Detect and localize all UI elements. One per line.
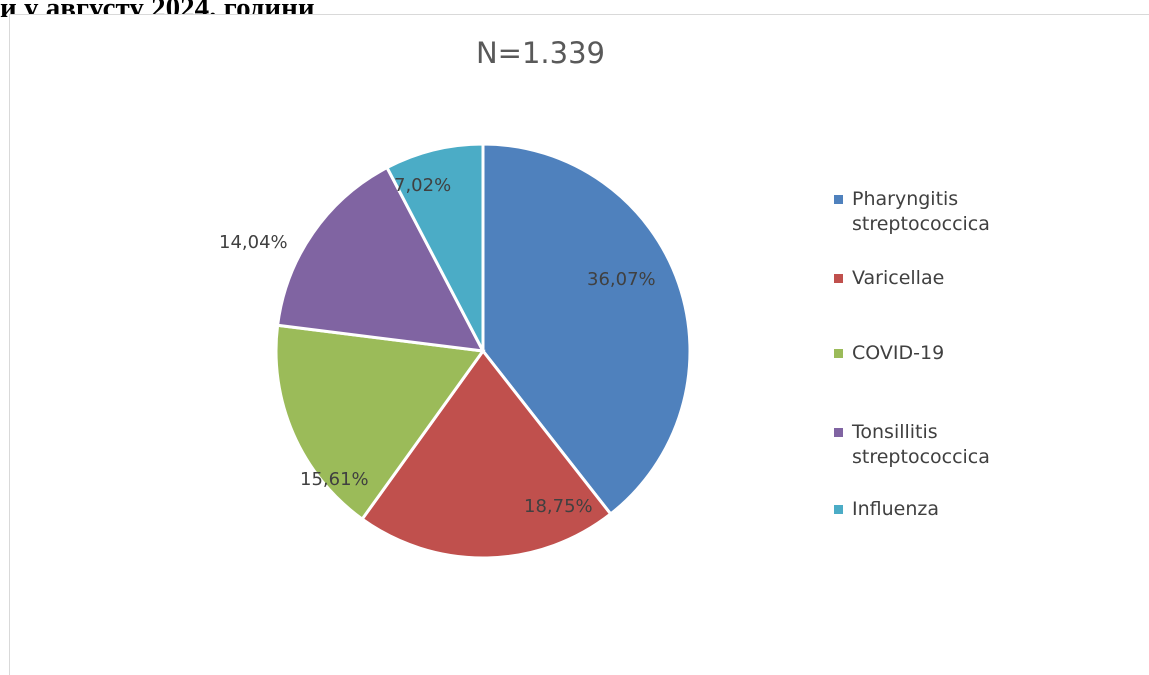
data-label-tonsillitis: 14,04% xyxy=(219,232,288,253)
legend-swatch-pharyngitis xyxy=(834,195,843,204)
data-label-influenza: 7,02% xyxy=(394,175,452,196)
pie-slice-covid[interactable] xyxy=(274,323,486,522)
legend-item-tonsillitis[interactable]: Tonsillitis streptococcica xyxy=(834,420,1034,470)
legend-swatch-tonsillitis xyxy=(834,428,843,437)
legend-label-tonsillitis: Tonsillitis streptococcica xyxy=(852,421,990,468)
pie-slice-tonsillitis[interactable] xyxy=(275,165,486,353)
legend-label-influenza: Influenza xyxy=(852,498,940,520)
legend-label-pharyngitis: Pharyngitis streptococcica xyxy=(852,188,990,235)
legend-item-influenza[interactable]: Influenza xyxy=(834,497,1034,522)
pie-slice-varicellae[interactable] xyxy=(360,348,613,560)
legend-item-covid[interactable]: COVID-19 xyxy=(834,341,1034,366)
pie-slice-pharyngitis[interactable] xyxy=(481,142,692,517)
legend-label-covid: COVID-19 xyxy=(852,342,945,364)
pie-slice-influenza[interactable] xyxy=(385,142,485,352)
legend-swatch-varicellae xyxy=(834,274,843,283)
legend-item-varicellae[interactable]: Varicellae xyxy=(834,266,1034,291)
legend-label-varicellae: Varicellae xyxy=(852,267,945,289)
data-label-covid: 15,61% xyxy=(300,469,369,490)
chart-title: N=1.339 xyxy=(475,36,605,70)
legend-swatch-influenza xyxy=(834,505,843,514)
data-label-varicellae: 18,75% xyxy=(524,496,593,517)
data-label-pharyngitis: 36,07% xyxy=(587,269,656,290)
legend-item-pharyngitis[interactable]: Pharyngitis streptococcica xyxy=(834,187,1034,237)
legend-swatch-covid xyxy=(834,349,843,358)
